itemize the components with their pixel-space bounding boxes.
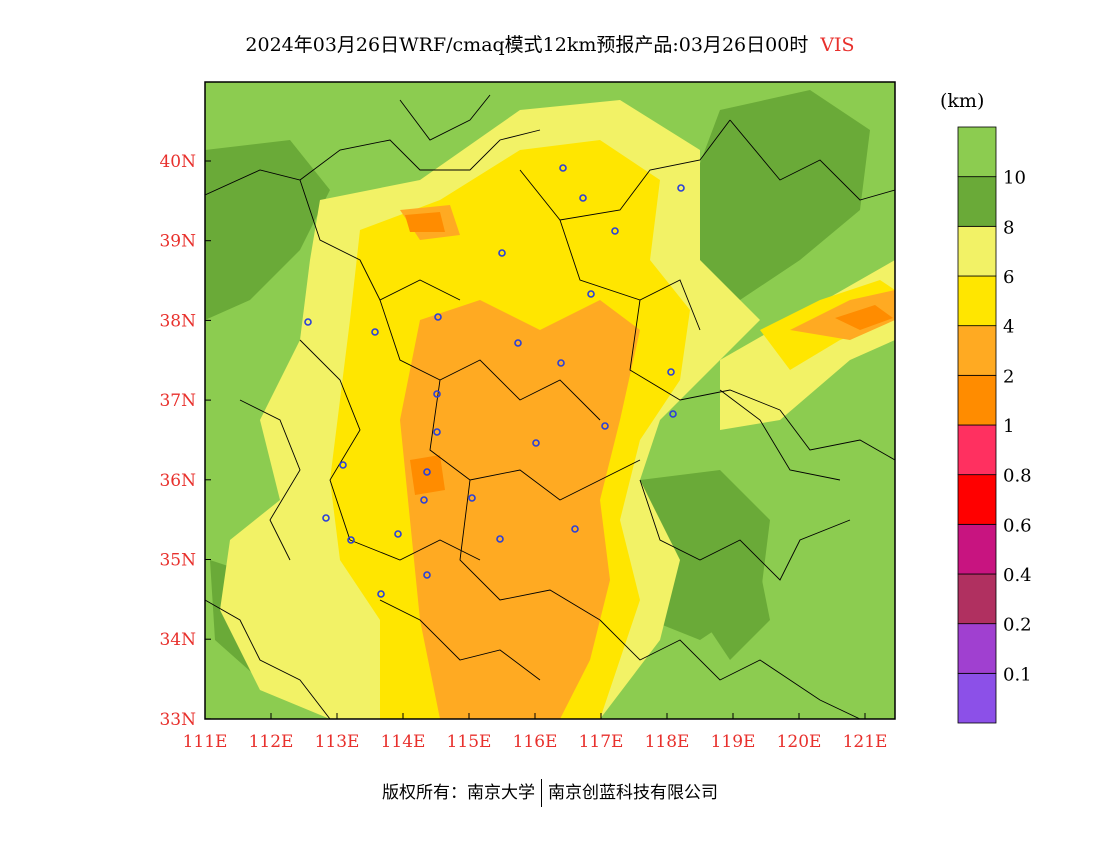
station-marker [557, 359, 565, 367]
station-marker [496, 535, 504, 543]
y-tick-label: 36N [159, 471, 196, 491]
y-tick-label: 35N [159, 551, 196, 571]
colorbar-band [957, 474, 997, 525]
station-marker [579, 194, 587, 202]
colorbar-label: 6 [1003, 267, 1014, 288]
colorbar-label: 2 [1003, 366, 1014, 387]
station-marker [559, 164, 567, 172]
station-marker [433, 390, 441, 398]
station-marker [669, 410, 677, 418]
y-tick-label: 33N [159, 710, 196, 730]
x-axis: 111E 112E 113E 114E 115E 116E 117E 118E 119E 120E… [183, 713, 888, 752]
y-axis: 40N 39N 38N 37N 36N 35N 34N 33N [159, 152, 211, 730]
y-tick-label: 40N [159, 152, 196, 172]
station-marker [377, 590, 385, 598]
x-tick-label: 112E [249, 732, 294, 752]
station-marker [601, 422, 609, 430]
colorbar-label: 0.8 [1003, 466, 1032, 487]
station-marker [468, 494, 476, 502]
station-marker [433, 428, 441, 436]
station-marker [667, 368, 675, 376]
x-tick-label: 114E [381, 732, 426, 752]
station-marker [434, 313, 442, 321]
x-tick-label: 121E [843, 732, 888, 752]
x-tick-label: 120E [777, 732, 822, 752]
y-tick-label: 39N [159, 232, 196, 252]
x-tick-label: 115E [447, 732, 492, 752]
station-marker [611, 227, 619, 235]
colorbar-band [957, 225, 997, 277]
footer-separator [541, 779, 542, 807]
station-marker [571, 525, 579, 533]
province-boundaries [205, 94, 895, 719]
colorbar-label: 0.2 [1003, 615, 1032, 636]
title-variable: VIS [820, 34, 855, 56]
x-tick-label: 116E [513, 732, 558, 752]
y-tick-label: 34N [159, 630, 196, 650]
station-marker [347, 536, 355, 544]
station-marker [394, 530, 402, 538]
colorbar-band [957, 523, 997, 575]
colorbar-band [957, 325, 997, 376]
colorbar-unit: (km) [940, 90, 985, 112]
station-marker [587, 290, 595, 298]
station-markers [304, 164, 685, 598]
x-tick-label: 118E [645, 732, 690, 752]
visibility-field [205, 82, 895, 719]
colorbar-label: 0.1 [1003, 664, 1032, 685]
station-marker [420, 496, 428, 504]
colorbar-band [957, 374, 997, 426]
colorbar-label: 4 [1003, 317, 1014, 338]
station-marker [322, 514, 330, 522]
colorbar-label: 0.4 [1003, 565, 1032, 586]
copyright-right: 南京创蓝科技有限公司 [548, 783, 718, 803]
colorbar-band [957, 176, 997, 227]
x-tick-label: 119E [711, 732, 756, 752]
station-marker [423, 571, 431, 579]
copyright-footer: 版权所有：南京大学 南京创蓝科技有限公司 [0, 778, 1100, 807]
x-tick-label: 111E [183, 732, 228, 752]
colorbar: 0.1 0.2 0.4 0.6 0.8 1 2 4 6 8 10 [957, 126, 1032, 724]
station-marker [498, 249, 506, 257]
x-tick-label: 117E [579, 732, 624, 752]
colorbar-band [957, 424, 997, 476]
station-marker [677, 184, 685, 192]
station-marker [532, 439, 540, 447]
colorbar-band [957, 126, 997, 178]
map-title: 2024年03月26日WRF/cmaq模式12km预报产品:03月26日00时 V… [0, 30, 1100, 57]
station-marker [339, 461, 347, 469]
y-tick-label: 37N [159, 391, 196, 411]
colorbar-band [957, 573, 997, 625]
station-marker [514, 339, 522, 347]
colorbar-label: 1 [1003, 416, 1014, 437]
station-marker [371, 328, 379, 336]
colorbar-label: 0.6 [1003, 515, 1032, 536]
x-tick-label: 113E [315, 732, 360, 752]
colorbar-band [957, 672, 997, 724]
colorbar-label: 10 [1003, 168, 1026, 189]
station-marker [304, 318, 312, 326]
copyright-left: 版权所有：南京大学 [382, 783, 535, 803]
colorbar-band [957, 275, 997, 327]
title-main: 2024年03月26日WRF/cmaq模式12km预报产品:03月26日00时 [245, 34, 809, 56]
colorbar-band [957, 623, 997, 674]
colorbar-label: 8 [1003, 217, 1014, 238]
station-marker [423, 468, 431, 476]
y-tick-label: 38N [159, 311, 196, 331]
